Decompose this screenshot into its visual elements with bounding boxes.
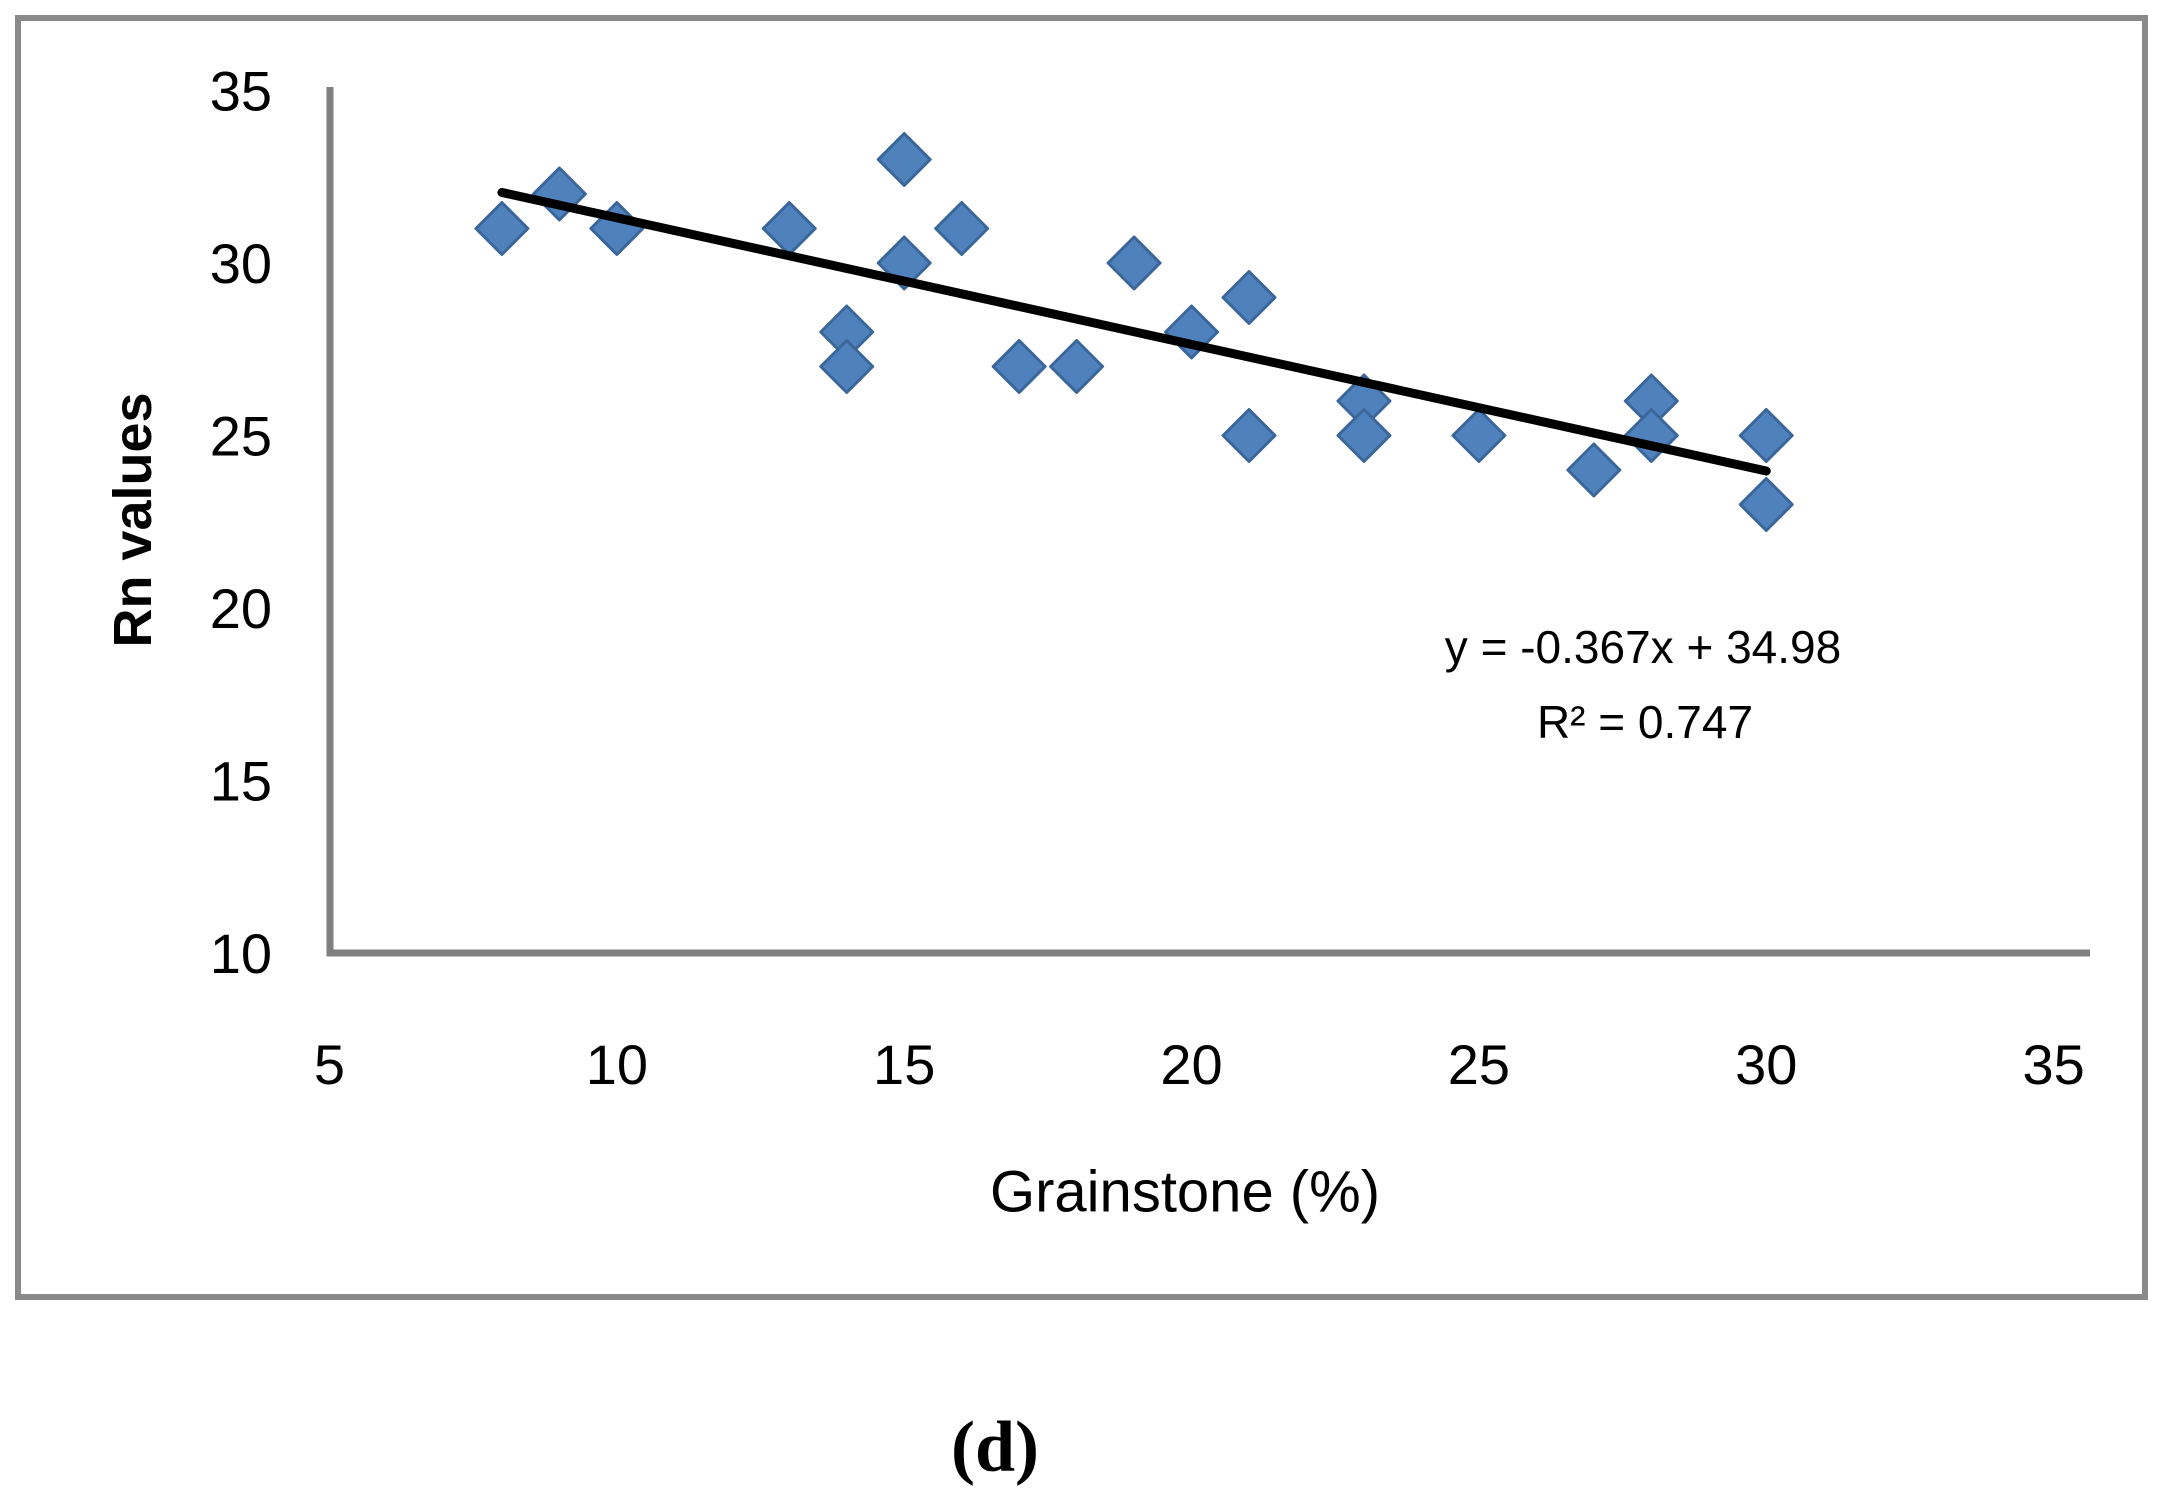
trendline-equation-label: y = -0.367x + 34.98 bbox=[1444, 621, 1842, 673]
data-point-diamond bbox=[934, 201, 990, 256]
data-point-diamond bbox=[819, 339, 875, 394]
x-tick-label: 15 bbox=[873, 1033, 935, 1096]
y-tick-label: 10 bbox=[210, 922, 272, 985]
x-tick-label: 10 bbox=[586, 1033, 648, 1096]
data-point-diamond bbox=[1049, 339, 1105, 394]
x-tick-label: 30 bbox=[1735, 1033, 1797, 1096]
y-tick-label: 30 bbox=[210, 232, 272, 295]
y-tick-label: 25 bbox=[210, 405, 272, 468]
data-point-diamond bbox=[1738, 477, 1794, 532]
y-tick-label: 20 bbox=[210, 577, 272, 640]
data-point-diamond bbox=[991, 339, 1047, 394]
chart-frame bbox=[15, 15, 2148, 1300]
y-tick-label: 15 bbox=[210, 750, 272, 813]
trend-line bbox=[497, 187, 1771, 476]
data-point-diamond bbox=[1336, 408, 1392, 463]
r-squared-label: R² = 0.747 bbox=[1536, 696, 1754, 748]
data-point-diamond bbox=[1451, 408, 1507, 463]
x-axis-title: Grainstone (%) bbox=[989, 1159, 1381, 1225]
y-axis-title: Rn values bbox=[103, 392, 163, 648]
x-tick-label: 25 bbox=[1448, 1033, 1510, 1096]
data-point-diamond bbox=[1566, 442, 1622, 498]
y-tick-label: 35 bbox=[210, 60, 272, 123]
x-tick-label: 20 bbox=[1160, 1033, 1222, 1096]
x-tick-label: 35 bbox=[2022, 1033, 2084, 1096]
data-point-diamond bbox=[761, 201, 817, 256]
data-point-diamond bbox=[1221, 408, 1277, 463]
data-point-diamond bbox=[1106, 235, 1162, 291]
data-point-diamond bbox=[1738, 408, 1794, 463]
data-point-diamond bbox=[474, 201, 530, 256]
figure-caption: (d) bbox=[951, 1406, 1039, 1487]
data-point-diamond bbox=[1221, 270, 1277, 325]
x-tick-label: 5 bbox=[314, 1033, 345, 1096]
data-point-diamond bbox=[876, 132, 932, 187]
